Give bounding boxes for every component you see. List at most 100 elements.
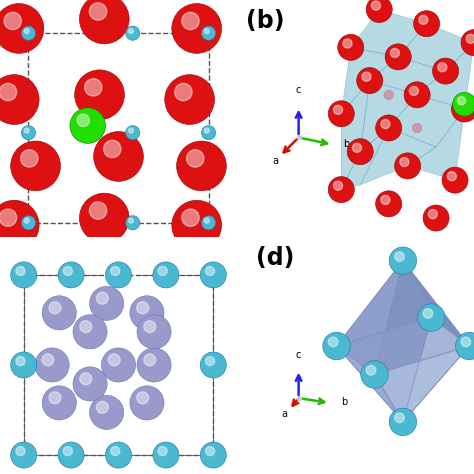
- Polygon shape: [337, 346, 403, 422]
- Circle shape: [42, 386, 76, 420]
- Circle shape: [153, 262, 179, 288]
- Circle shape: [24, 28, 29, 34]
- Circle shape: [428, 210, 438, 219]
- Text: a: a: [272, 155, 278, 165]
- Circle shape: [395, 413, 404, 422]
- Polygon shape: [360, 128, 436, 185]
- Circle shape: [130, 296, 164, 330]
- Circle shape: [381, 195, 390, 204]
- Circle shape: [366, 0, 392, 23]
- Circle shape: [412, 90, 422, 100]
- Circle shape: [128, 218, 134, 223]
- Circle shape: [328, 337, 338, 346]
- Circle shape: [0, 209, 17, 227]
- Text: (b): (b): [246, 9, 285, 34]
- Circle shape: [204, 28, 209, 34]
- Circle shape: [384, 90, 393, 100]
- Circle shape: [466, 34, 474, 43]
- Circle shape: [423, 309, 433, 318]
- Text: c: c: [296, 85, 301, 95]
- Circle shape: [58, 262, 84, 288]
- Circle shape: [0, 200, 39, 250]
- Circle shape: [394, 153, 421, 179]
- Circle shape: [96, 292, 109, 304]
- Circle shape: [182, 209, 199, 227]
- Circle shape: [126, 216, 140, 230]
- Circle shape: [110, 447, 120, 456]
- Circle shape: [10, 141, 61, 191]
- Circle shape: [108, 354, 120, 366]
- Circle shape: [128, 28, 134, 34]
- Circle shape: [204, 218, 209, 223]
- Circle shape: [323, 332, 350, 360]
- Circle shape: [42, 354, 54, 366]
- Circle shape: [165, 75, 214, 125]
- Polygon shape: [398, 24, 474, 71]
- Circle shape: [64, 266, 73, 275]
- Circle shape: [89, 3, 107, 20]
- Circle shape: [58, 442, 84, 468]
- Circle shape: [110, 266, 120, 275]
- Circle shape: [333, 181, 343, 190]
- Circle shape: [96, 401, 109, 413]
- Circle shape: [361, 361, 388, 388]
- Circle shape: [172, 200, 221, 250]
- Circle shape: [73, 367, 107, 401]
- Circle shape: [172, 4, 221, 54]
- Circle shape: [137, 315, 171, 349]
- Text: a: a: [282, 409, 287, 419]
- Circle shape: [21, 216, 36, 230]
- Circle shape: [413, 10, 440, 37]
- Circle shape: [204, 128, 209, 133]
- Circle shape: [432, 58, 459, 84]
- Circle shape: [343, 39, 352, 48]
- Circle shape: [90, 395, 124, 429]
- Circle shape: [200, 262, 227, 288]
- Polygon shape: [337, 318, 431, 422]
- Circle shape: [419, 15, 428, 24]
- Circle shape: [4, 12, 21, 30]
- Circle shape: [333, 105, 343, 114]
- Circle shape: [21, 150, 38, 167]
- Circle shape: [11, 262, 36, 288]
- Circle shape: [0, 75, 39, 125]
- Circle shape: [84, 79, 102, 96]
- Circle shape: [447, 172, 456, 181]
- Polygon shape: [374, 261, 469, 374]
- Circle shape: [137, 302, 149, 314]
- Circle shape: [438, 63, 447, 72]
- Circle shape: [24, 128, 29, 133]
- Circle shape: [24, 218, 29, 223]
- Circle shape: [49, 392, 61, 404]
- Circle shape: [205, 447, 215, 456]
- Circle shape: [200, 442, 227, 468]
- Circle shape: [16, 266, 25, 275]
- Circle shape: [0, 4, 44, 54]
- Circle shape: [158, 447, 167, 456]
- Circle shape: [389, 408, 417, 436]
- Circle shape: [456, 100, 466, 109]
- Circle shape: [144, 321, 156, 333]
- Circle shape: [461, 30, 474, 56]
- Circle shape: [49, 302, 61, 314]
- Polygon shape: [408, 109, 465, 180]
- Polygon shape: [351, 9, 427, 57]
- Circle shape: [11, 352, 36, 378]
- Circle shape: [186, 150, 204, 167]
- Circle shape: [80, 0, 129, 44]
- Circle shape: [126, 26, 140, 40]
- Circle shape: [418, 304, 445, 331]
- Circle shape: [456, 332, 474, 360]
- Circle shape: [384, 123, 393, 133]
- Circle shape: [371, 1, 381, 10]
- Circle shape: [126, 126, 140, 140]
- Polygon shape: [360, 81, 417, 152]
- Circle shape: [385, 44, 411, 70]
- Text: b: b: [341, 397, 347, 407]
- Circle shape: [101, 348, 136, 382]
- Circle shape: [201, 126, 216, 140]
- Polygon shape: [403, 261, 469, 346]
- Circle shape: [442, 167, 468, 193]
- Circle shape: [352, 143, 362, 152]
- Circle shape: [90, 286, 124, 320]
